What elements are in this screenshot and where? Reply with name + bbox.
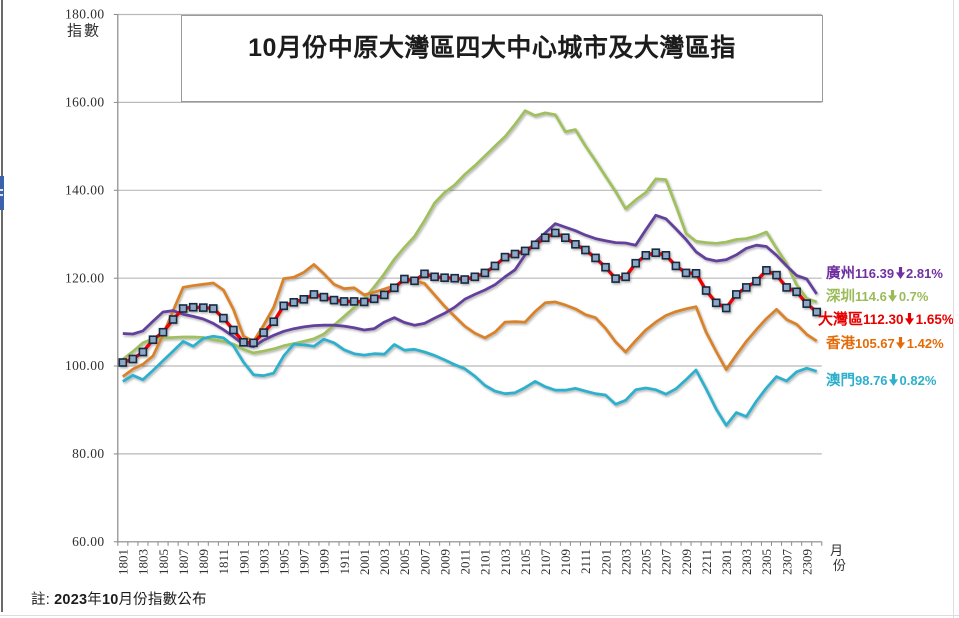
svg-text:2009: 2009 [437, 549, 452, 575]
svg-text:60.00: 60.00 [72, 534, 104, 549]
svg-text:2101: 2101 [478, 549, 493, 575]
svg-text:1803: 1803 [136, 549, 151, 575]
svg-text:2303: 2303 [739, 549, 754, 575]
svg-text:指數: 指數 [67, 23, 101, 40]
svg-text:1801: 1801 [116, 549, 131, 575]
svg-text:份: 份 [833, 558, 846, 573]
svg-text:1909: 1909 [317, 549, 332, 575]
svg-text:180.00: 180.00 [65, 7, 105, 22]
svg-text:2211: 2211 [699, 549, 714, 575]
svg-text:2203: 2203 [618, 549, 633, 575]
svg-text:2011: 2011 [458, 549, 473, 575]
svg-text:2107: 2107 [538, 549, 553, 576]
svg-text:2005: 2005 [397, 549, 412, 575]
svg-text:120.00: 120.00 [65, 270, 105, 285]
svg-text:2209: 2209 [679, 549, 694, 575]
svg-text:1811: 1811 [216, 549, 231, 575]
svg-text:2309: 2309 [800, 549, 815, 575]
svg-text:1901: 1901 [236, 549, 251, 575]
svg-text:140.00: 140.00 [65, 182, 105, 197]
svg-text:1905: 1905 [277, 549, 292, 575]
svg-text:1911: 1911 [337, 549, 352, 575]
svg-text:月: 月 [830, 543, 843, 558]
svg-text:2305: 2305 [759, 549, 774, 575]
svg-text:2103: 2103 [498, 549, 513, 575]
svg-text:1907: 1907 [297, 549, 312, 576]
svg-text:1903: 1903 [256, 549, 271, 575]
svg-text:2001: 2001 [357, 549, 372, 575]
svg-text:2301: 2301 [719, 549, 734, 575]
svg-text:100.00: 100.00 [65, 358, 105, 373]
svg-text:2201: 2201 [598, 549, 613, 575]
svg-text:1807: 1807 [176, 549, 191, 576]
svg-text:2109: 2109 [558, 549, 573, 575]
svg-text:2007: 2007 [417, 549, 432, 576]
svg-text:2111: 2111 [578, 549, 593, 574]
svg-text:2003: 2003 [377, 549, 392, 575]
svg-text:1809: 1809 [196, 549, 211, 575]
svg-text:2307: 2307 [779, 549, 794, 576]
svg-text:2205: 2205 [639, 549, 654, 575]
svg-text:80.00: 80.00 [72, 446, 104, 461]
svg-text:160.00: 160.00 [65, 95, 105, 110]
svg-text:1805: 1805 [156, 549, 171, 575]
svg-text:2105: 2105 [518, 549, 533, 575]
svg-text:2207: 2207 [659, 549, 674, 576]
